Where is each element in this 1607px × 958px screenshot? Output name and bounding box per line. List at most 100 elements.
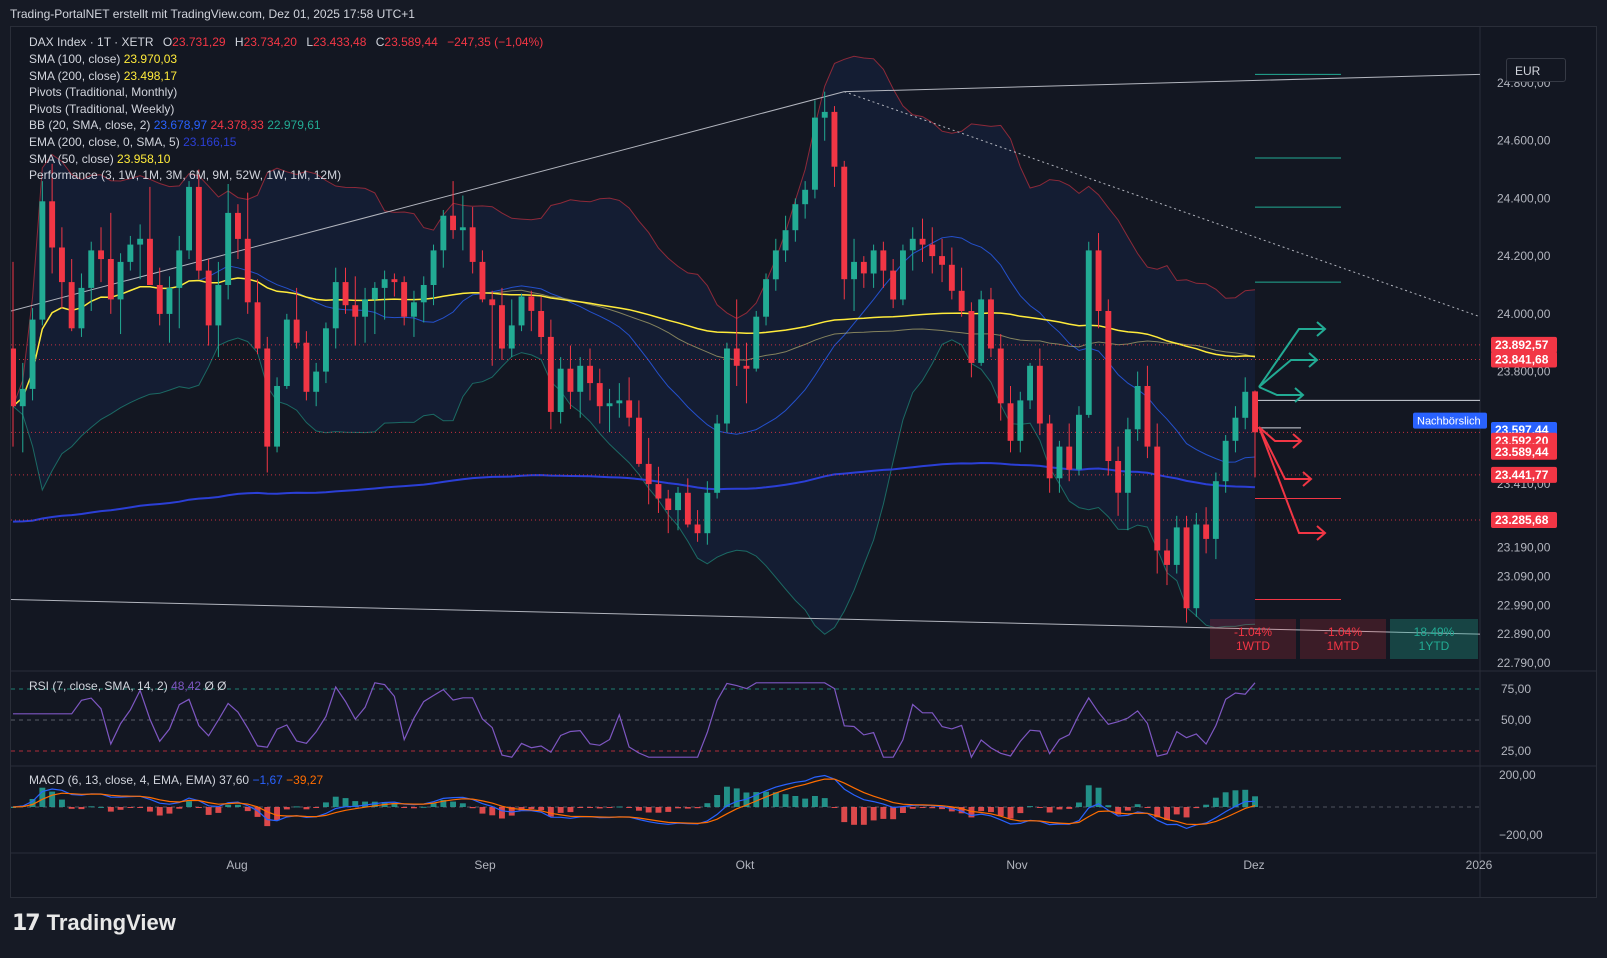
macd-histogram-bar: [782, 794, 789, 807]
macd-histogram-bar: [997, 807, 1004, 816]
macd-histogram-bar: [469, 807, 476, 809]
macd-histogram-bar: [890, 807, 897, 820]
time-axis-tick: Sep: [474, 858, 496, 872]
candle-body: [724, 348, 730, 424]
macd-histogram-bar: [39, 787, 46, 807]
legend-macd-hist: −39,27: [286, 773, 324, 787]
macd-histogram-bar: [704, 803, 711, 807]
price-axis-tick: 22.790,00: [1497, 656, 1551, 670]
candle-body: [1115, 461, 1122, 493]
candle-body: [1134, 386, 1141, 430]
session-label-bg: [1413, 412, 1487, 429]
macd-histogram-bar: [636, 807, 642, 811]
legend-bb-label: BB (20, SMA, close, 2): [29, 118, 151, 132]
sma100-line: [12, 277, 1256, 407]
macd-histogram-bar: [606, 807, 613, 808]
macd-histogram-bar: [362, 801, 368, 807]
macd-histogram-bar: [293, 806, 300, 808]
perf-1wtd-period: 1WTD: [1236, 639, 1270, 653]
candle-body: [655, 484, 662, 499]
trendline-lower: [11, 599, 1481, 635]
macd-histogram-bar: [98, 806, 104, 808]
macd-histogram-bar: [303, 807, 310, 810]
legend-rsi: RSI (7, close, SMA, 14, 2) 48,42 Ø Ø: [29, 679, 226, 693]
legend-performance: Performance (3, 1W, 1M, 3M, 6M, 9M, 52W,…: [29, 168, 341, 182]
candle-body: [1203, 524, 1210, 539]
macd-histogram-bar: [587, 807, 593, 808]
candle-body: [948, 264, 955, 291]
time-axis-tick: Nov: [1006, 858, 1027, 872]
currency-selector[interactable]: EUR: [1506, 58, 1566, 82]
chart-canvas[interactable]: 24.800,0024.600,0024.400,0024.200,0024.0…: [11, 27, 1597, 898]
candle-body: [606, 403, 613, 407]
macd-histogram-bar: [215, 807, 222, 813]
candle-body: [909, 238, 916, 251]
legend-bb-mid: 23.678,97: [153, 118, 208, 132]
candle-body: [1027, 365, 1033, 401]
candle-body: [166, 287, 173, 314]
candle-body: [1095, 250, 1102, 311]
macd-histogram-bar: [958, 807, 965, 814]
perf-1mtd-value: -1.04%: [1323, 625, 1363, 639]
macd-histogram-bar: [880, 807, 887, 819]
macd-histogram-bar: [1164, 807, 1170, 820]
price-label-bg: [1491, 443, 1557, 460]
legend-pivots-weekly: Pivots (Traditional, Weekly): [29, 102, 174, 116]
rsi-line: [13, 682, 1256, 759]
legend-sma50-label: SMA (50, close): [29, 152, 114, 166]
perf-1ytd-value: 18.49%: [1413, 625, 1455, 639]
macd-histogram-bar: [186, 801, 192, 807]
candle-body: [508, 325, 515, 349]
legend-macd-signal: −1,67: [252, 773, 283, 787]
candle-body: [1193, 524, 1200, 609]
candle-body: [841, 166, 848, 280]
candle-body: [763, 279, 769, 317]
macd-histogram-bar: [802, 798, 809, 807]
price-label: 23.892,57: [1495, 338, 1549, 352]
legend-open: 23.731,29: [172, 35, 226, 49]
legend-sma50-value: 23.958,10: [117, 152, 171, 166]
candle-body: [1232, 417, 1239, 441]
candle-body: [215, 285, 222, 326]
candle-body: [1144, 386, 1151, 447]
candle-body: [362, 299, 368, 317]
macd-histogram-bar: [225, 804, 232, 807]
candle-body: [704, 492, 711, 534]
candle-body: [1066, 446, 1073, 470]
macd-histogram-bar: [156, 807, 163, 816]
candle-body: [313, 371, 320, 392]
macd-histogram-bar: [1144, 807, 1151, 808]
macd-histogram-bar: [29, 799, 36, 807]
candle-body: [39, 201, 46, 320]
price-axis-tick: 23.190,00: [1497, 541, 1551, 555]
candle-body: [293, 319, 300, 343]
time-axis-tick: Dez: [1243, 858, 1264, 872]
macd-histogram-bar: [78, 807, 85, 810]
legend-close: 23.589,44: [384, 35, 438, 49]
price-axis-tick: 22.990,00: [1497, 598, 1551, 612]
macd-histogram-bar: [127, 807, 134, 808]
macd-histogram-bar: [1115, 807, 1122, 815]
macd-histogram-bar: [753, 792, 760, 807]
chart-frame[interactable]: 24.800,00 24.600,00 24.400,00 24.200,00 24.0…: [10, 26, 1597, 898]
candle-body: [1076, 414, 1082, 470]
candle-body: [782, 230, 789, 251]
macd-histogram-bar: [1076, 802, 1082, 807]
macd-histogram-bar: [684, 807, 691, 809]
scenario-arrow-down-2: [1258, 426, 1311, 480]
macd-histogram-bar: [205, 807, 212, 815]
candle-body: [205, 270, 212, 326]
candle-body: [88, 250, 95, 288]
macd-histogram-bar: [459, 803, 466, 807]
candle-body: [684, 492, 691, 525]
macd-histogram-bar: [1222, 792, 1229, 807]
macd-histogram-bar: [1134, 804, 1141, 807]
trendline-upper-ext: [844, 73, 1481, 93]
macd-histogram-bar: [411, 807, 417, 809]
price-axis-tick: 24.000,00: [1497, 307, 1551, 321]
candle-body: [1105, 311, 1112, 461]
macd-histogram-bar: [547, 807, 554, 817]
macd-histogram-bar: [919, 807, 926, 808]
macd-histogram-bar: [577, 807, 584, 808]
legend-high: 23.734,20: [243, 35, 297, 49]
